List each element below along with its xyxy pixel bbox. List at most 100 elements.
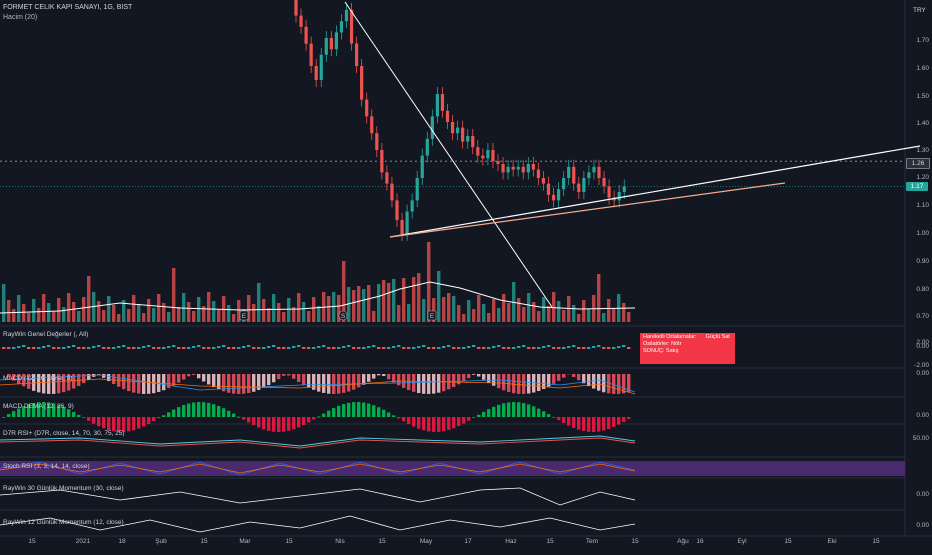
- volume-bar: [227, 305, 230, 322]
- x-axis-label: 15: [784, 538, 791, 545]
- macd-dema-bar: [172, 410, 175, 417]
- candle-body: [542, 178, 545, 184]
- macd-dema-bar: [2, 417, 5, 418]
- volume-bar: [402, 278, 405, 322]
- volume-bar: [542, 297, 545, 322]
- volume-bar: [527, 293, 530, 322]
- macd-dema-bar: [7, 414, 10, 417]
- x-axis-label: 18: [118, 538, 125, 545]
- volume-bar: [367, 285, 370, 322]
- raywin-bar: [377, 347, 380, 349]
- macd-dema-bar: [317, 416, 320, 417]
- raywin-bar: [617, 346, 620, 348]
- macd-dema-bar: [157, 417, 160, 418]
- macd-histogram-bar: [377, 374, 380, 375]
- volume-bar: [27, 313, 30, 322]
- macd-dema-bar: [197, 402, 200, 417]
- macd-dema-bar: [457, 417, 460, 426]
- volume-bar: [317, 306, 320, 322]
- macd-dema-bar: [467, 417, 470, 421]
- raywin-bar: [527, 347, 530, 349]
- macd-dema-bar: [272, 417, 275, 432]
- pane-label-macd[interactable]: MACD (12, 26, close, 9): [3, 375, 72, 382]
- macd-histogram-bar: [132, 374, 135, 393]
- macd-histogram-bar: [247, 374, 250, 393]
- macd-histogram-bar: [182, 374, 185, 380]
- raywin-bar: [272, 345, 275, 347]
- candle-body: [577, 184, 580, 192]
- raywin-bar: [37, 347, 40, 349]
- raywin-bar: [512, 347, 515, 349]
- raywin-bar: [602, 347, 605, 349]
- macd-histogram-bar: [372, 374, 375, 379]
- macd-histogram-bar: [232, 374, 235, 394]
- macd-histogram-bar: [417, 374, 420, 393]
- macd-histogram-bar: [177, 374, 180, 383]
- macd-histogram-bar: [442, 374, 445, 391]
- macd-histogram-bar: [282, 374, 285, 376]
- macd-dema-bar: [297, 417, 300, 427]
- raywin-bar: [322, 345, 325, 347]
- macd-histogram-bar: [502, 374, 505, 390]
- volume-bar: [357, 286, 360, 322]
- macd-dema-bar: [587, 417, 590, 432]
- pane-label-raywin-genel[interactable]: RayWin Genel Değerler (, All): [3, 331, 88, 338]
- pane-label-macd-dema[interactable]: MACD DEMA (12, 26, 9): [3, 403, 74, 410]
- macd-dema-bar: [132, 417, 135, 430]
- volume-bar: [262, 299, 265, 322]
- candle-body: [421, 156, 424, 178]
- macd-dema-bar: [262, 417, 265, 429]
- macd-dema-bar: [407, 417, 410, 424]
- macd-histogram-bar: [237, 374, 240, 394]
- event-marker-label: S: [341, 313, 346, 320]
- macd-histogram-bar: [497, 374, 500, 388]
- volume-bar: [537, 311, 540, 322]
- macd-dema-bar: [322, 414, 325, 417]
- volume-bar: [522, 307, 525, 322]
- raywin-bar: [427, 347, 430, 349]
- volume-bar: [77, 311, 80, 322]
- macd-dema-bar: [102, 417, 105, 428]
- volume-bar: [437, 271, 440, 322]
- candle-body: [436, 94, 439, 116]
- volume-bar: [487, 313, 490, 322]
- price-axis-label: 0.80: [903, 286, 929, 293]
- ascending-trendline: [390, 146, 920, 237]
- raywin-bar: [482, 347, 485, 349]
- raywin-bar: [282, 347, 285, 349]
- candle-body: [305, 27, 308, 44]
- macd-dema-bar: [292, 417, 295, 429]
- macd-histogram-bar: [397, 374, 400, 385]
- symbol-title: FORMET CELIK KAPI SANAYI, 1G, BIST: [3, 4, 132, 11]
- volume-bar: [577, 314, 580, 322]
- raywin-bar: [182, 347, 185, 349]
- volume-bar: [472, 309, 475, 322]
- pane-label-stoch-rsi[interactable]: Stoch RSI (3, 3, 14, 14, close): [3, 463, 90, 470]
- macd-dema-bar: [452, 417, 455, 428]
- raywin-bar: [212, 347, 215, 349]
- raywin-bar: [407, 347, 410, 349]
- candle-body: [486, 150, 489, 158]
- volume-bar: [297, 293, 300, 322]
- volume-bar: [382, 280, 385, 322]
- volume-bar: [287, 298, 290, 322]
- raywin-bar: [372, 345, 375, 347]
- pane-label-momentum-30[interactable]: RayWin 30 Günlük Momentum (30, close): [3, 485, 124, 492]
- macd-histogram-bar: [162, 374, 165, 390]
- macd-dema-bar: [337, 406, 340, 417]
- macd-dema-bar: [327, 411, 330, 417]
- macd-dema-bar: [477, 415, 480, 417]
- raywin-bar: [542, 346, 545, 348]
- volume-bar: [552, 292, 555, 322]
- macd-dema-bar: [387, 412, 390, 417]
- volume-bar: [17, 295, 20, 322]
- pane-label-momentum-12[interactable]: RayWin 12 Günlük Momentum (12, close): [3, 519, 124, 526]
- volume-bar: [12, 309, 15, 322]
- macd-histogram-bar: [267, 374, 270, 385]
- macd-histogram-bar: [262, 374, 265, 388]
- volume-bar: [492, 299, 495, 322]
- volume-bar: [107, 296, 110, 322]
- pane-label-d7r-rsi[interactable]: D7R RSI+ (D7R, close, 14, 70, 30, 75, 25…: [3, 430, 125, 437]
